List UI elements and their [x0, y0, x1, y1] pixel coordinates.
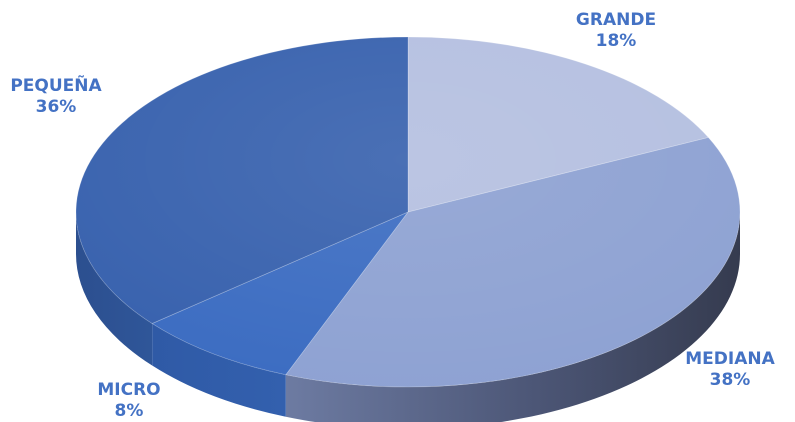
pie-slices — [75, 36, 741, 388]
data-label-percent: 36% — [35, 97, 77, 117]
pie-side-pequeña — [76, 212, 153, 366]
data-label-pequeña: PEQUEÑA 36% — [10, 76, 101, 118]
pie-side-mediana — [285, 212, 740, 422]
pie-side-micro — [152, 323, 286, 417]
data-label-category: MICRO — [97, 380, 161, 400]
data-label-percent: 18% — [595, 31, 637, 51]
data-label-category: MEDIANA — [685, 349, 775, 369]
data-label-grande: GRANDE 18% — [576, 10, 656, 52]
data-label-mediana: MEDIANA 38% — [685, 349, 775, 391]
data-label-percent: 38% — [709, 370, 751, 390]
data-label-category: PEQUEÑA — [10, 76, 102, 96]
data-label-micro: MICRO 8% — [97, 380, 160, 422]
pie-top-sheen — [76, 37, 740, 387]
pie-sides — [76, 212, 740, 422]
data-label-percent: 8% — [114, 401, 144, 421]
data-label-category: GRANDE — [575, 10, 657, 30]
